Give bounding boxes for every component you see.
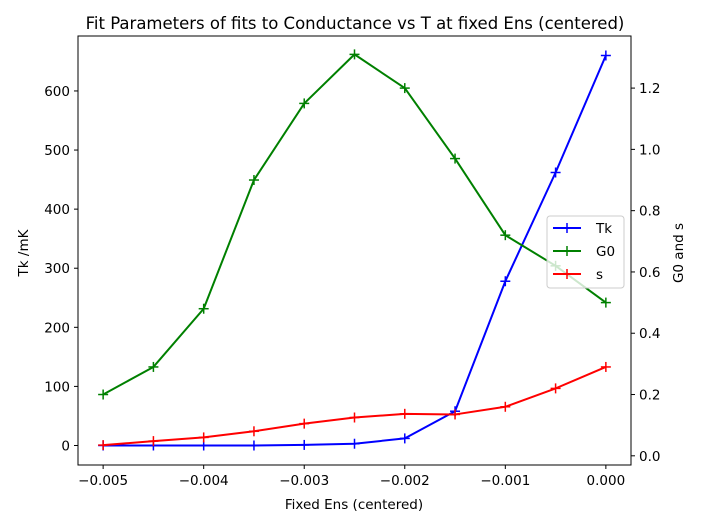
chart-title: Fit Parameters of fits to Conductance vs… [86,14,625,33]
y-left-tick-label: 600 [44,84,70,100]
data-point-tk-10 [600,50,611,61]
x-tick-label: −0.003 [279,473,329,489]
y-left-tick-label: 200 [44,320,70,336]
y-left-tick-label: 500 [44,143,70,159]
data-point-g0-1 [148,361,159,372]
data-point-g0-10 [600,297,611,308]
x-tick-label: −0.004 [179,473,229,489]
data-point-g0-0 [98,389,109,400]
y-right-tick-label: 1.2 [639,81,660,97]
y-left-axis-title: Tk /mK [16,228,32,277]
y-left-tick-label: 0 [61,439,70,455]
data-point-s-6 [399,408,410,419]
data-point-s-10 [600,361,611,372]
legend-item-s: s [553,267,603,283]
data-point-s-9 [550,383,561,394]
data-point-s-1 [148,436,159,447]
x-tick-label: 0.000 [587,473,626,489]
legend-label: Tk [595,221,612,237]
data-point-tk-5 [349,438,360,449]
data-point-g0-8 [500,230,511,241]
data-point-s-2 [198,432,209,443]
plot-frame [77,35,632,466]
legend-item-g0: G0 [553,244,615,260]
data-point-s-4 [299,418,310,429]
y-left-tick-label: 300 [44,261,70,277]
data-point-tk-8 [500,276,511,287]
y-right-axis-title: G0 and s [671,223,687,283]
y-right-tick-label: 1.0 [639,142,660,158]
data-point-g0-2 [198,303,209,314]
data-point-tk-9 [550,167,561,178]
y-left-tick-label: 400 [44,202,70,218]
data-point-g0-7 [450,153,461,164]
data-point-s-5 [349,412,360,423]
legend-label: s [596,267,603,283]
series-layer [98,49,611,451]
x-axis-title: Fixed Ens (centered) [285,497,423,513]
axes-layer: −0.005 −0.004 −0.003 −0.002 −0.001 0.000 0 100 2… [44,35,660,489]
y-right-tick-label: 0.2 [639,388,660,404]
y-right-tick-label: 0.8 [639,204,660,220]
y-right-tick-label: 0.0 [639,449,660,465]
data-point-g0-6 [399,83,410,94]
data-point-tk-4 [299,439,310,450]
data-point-s-3 [248,426,259,437]
legend: Tk G0 s [546,215,625,289]
data-point-g0-4 [299,98,310,109]
legend-label: G0 [596,244,615,260]
data-point-tk-6 [399,433,410,444]
data-point-s-8 [500,401,511,412]
y-right-tick-label: 0.6 [639,265,660,281]
x-tick-label: −0.005 [78,473,128,489]
data-point-tk-3 [248,440,259,451]
data-point-g0-3 [248,175,259,186]
y-left-tick-label: 100 [44,379,70,395]
y-right-tick-label: 0.4 [639,326,660,342]
x-tick-label: −0.001 [480,473,530,489]
x-tick-label: −0.002 [380,473,430,489]
legend-item-tk: Tk [553,221,612,237]
data-point-g0-5 [349,49,360,60]
data-point-s-7 [450,409,461,420]
data-point-s-0 [98,440,109,451]
